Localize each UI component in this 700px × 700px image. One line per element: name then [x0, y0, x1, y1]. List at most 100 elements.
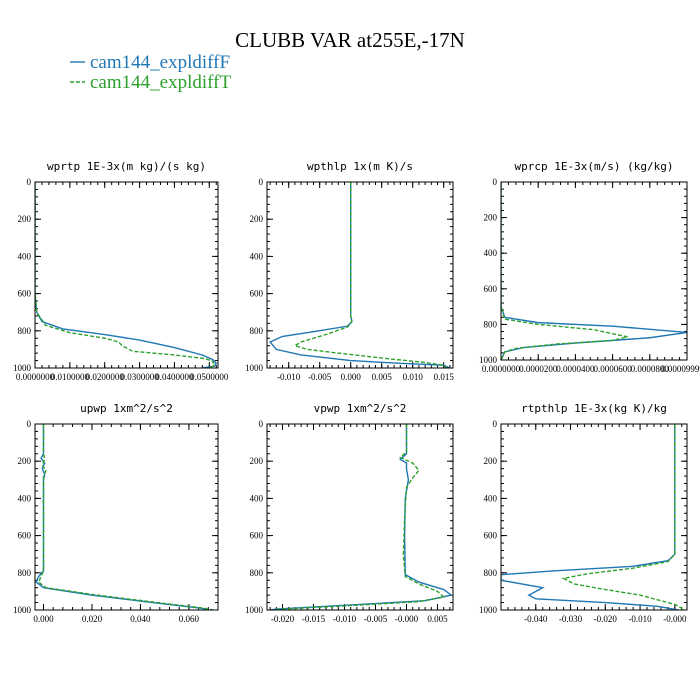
- x-tick-label: -0.010: [628, 614, 652, 624]
- y-tick-label: 200: [484, 456, 498, 466]
- series-line-cam144-expldifft: [501, 182, 628, 360]
- y-tick-label: 400: [484, 248, 498, 258]
- plot-frame: [266, 423, 454, 611]
- plot-frame: [500, 181, 688, 361]
- x-tick-label: -0.005: [364, 614, 388, 624]
- series-line-cam144-expldifft: [37, 424, 214, 610]
- x-tick-label: -0.020: [594, 614, 618, 624]
- series-line-cam144-expldifff: [501, 424, 679, 610]
- y-tick-label: 600: [250, 289, 264, 299]
- panel-title: rtpthlp 1E-3x(kg K)/kg: [521, 402, 667, 415]
- y-tick-label: 400: [250, 251, 264, 261]
- x-tick-label: 0.0400000: [155, 372, 194, 382]
- y-tick-label: 600: [484, 531, 498, 541]
- y-tick-label: 200: [18, 214, 32, 224]
- legend-label-cam144-expldiffF: cam144_expldiffF: [90, 52, 230, 73]
- series-line-cam144-expldifft: [273, 424, 446, 610]
- y-tick-label: 0: [259, 177, 264, 187]
- y-tick-label: 800: [250, 568, 264, 578]
- x-tick-label: 0.060: [179, 614, 200, 624]
- legend-label-cam144-expldiffT: cam144_expldiffT: [90, 72, 231, 93]
- x-tick-label: 0.040: [130, 614, 151, 624]
- x-tick-label: 0.0000200: [519, 364, 558, 374]
- x-tick-label: -0.005: [308, 372, 332, 382]
- x-tick-label: -0.010: [333, 614, 357, 624]
- x-tick-label: -0.000: [395, 614, 419, 624]
- y-tick-label: 600: [18, 289, 32, 299]
- y-tick-label: 0: [27, 419, 32, 429]
- x-tick-label: 0.0500000: [190, 372, 229, 382]
- x-tick-label: 0.0000000: [482, 364, 521, 374]
- plot-frame: [34, 423, 219, 611]
- y-tick-label: 400: [484, 493, 498, 503]
- y-tick-label: 200: [250, 456, 264, 466]
- y-tick-label: 600: [484, 284, 498, 294]
- y-tick-label: 400: [18, 251, 32, 261]
- panel-title: wpthlp 1x(m K)/s: [307, 160, 413, 173]
- x-tick-label: 0.0000000: [16, 372, 55, 382]
- y-tick-label: 0: [493, 177, 498, 187]
- y-tick-label: 1000: [479, 605, 498, 615]
- panel-vpwp: vpwp 1xm^2/s^2 -0.020 -0.015 -0.010 -0.005 -0…: [245, 402, 454, 624]
- y-tick-label: 0: [259, 419, 264, 429]
- plot-frame: [266, 181, 454, 369]
- series-line-cam144-expldifff: [501, 182, 687, 360]
- x-tick-label: -0.040: [524, 614, 548, 624]
- x-tick-label: 0.000: [341, 372, 362, 382]
- panel-title: upwp 1xm^2/s^2: [80, 402, 173, 415]
- y-tick-label: 800: [484, 568, 498, 578]
- y-tick-label: 400: [250, 493, 264, 503]
- x-tick-label: 0.0300000: [120, 372, 159, 382]
- x-tick-label: -0.020: [271, 614, 295, 624]
- series-line-cam144-expldifft: [293, 182, 448, 368]
- x-tick-label: 0.005: [372, 372, 393, 382]
- panel-wpthlp: wpthlp 1x(m K)/s -0.010 -0.005 0.000 0.005 0.…: [245, 160, 454, 382]
- y-tick-label: 1000: [13, 363, 32, 373]
- x-tick-label: 0.0100000: [51, 372, 90, 382]
- panel-wprcp: wprcp 1E-3x(m/s) (kg/kg) 0.00000000.00002…: [479, 160, 700, 374]
- panel-title: wprcp 1E-3x(m/s) (kg/kg): [515, 160, 674, 173]
- x-tick-label: -0.010: [277, 372, 301, 382]
- panel-title: wprtp 1E-3x(m kg)/(s kg): [47, 160, 206, 173]
- x-tick-label: -0.000: [663, 614, 687, 624]
- x-tick-label: 0.0000400: [556, 364, 595, 374]
- x-tick-label: 0.010: [403, 372, 424, 382]
- plot-frame: [500, 423, 688, 611]
- y-tick-label: 800: [484, 319, 498, 329]
- y-tick-label: 600: [250, 531, 264, 541]
- x-tick-label: -0.015: [302, 614, 326, 624]
- panel-upwp: upwp 1xm^2/s^2 0.000 0.020 0.040 0.060 0 200 40…: [13, 402, 219, 624]
- series-line-cam144-expldifff: [269, 424, 453, 610]
- y-tick-label: 600: [18, 531, 32, 541]
- x-tick-label: 0.0200000: [86, 372, 125, 382]
- series-line-cam144-expldifff: [268, 182, 451, 368]
- x-tick-label: 0.005: [427, 614, 448, 624]
- x-tick-label: 0.000: [33, 614, 54, 624]
- series-line-cam144-expldifff: [35, 182, 218, 368]
- y-tick-label: 800: [18, 326, 32, 336]
- y-tick-label: 1000: [13, 605, 32, 615]
- series-line-cam144-expldifft: [561, 424, 683, 610]
- legend: cam144_expldiffF cam144_expldiffT: [70, 52, 231, 93]
- y-tick-label: 1000: [245, 605, 264, 615]
- x-tick-label: -0.030: [559, 614, 583, 624]
- y-tick-label: 800: [18, 568, 32, 578]
- panel-title: vpwp 1xm^2/s^2: [314, 402, 407, 415]
- y-tick-label: 200: [250, 214, 264, 224]
- series-line-cam144-expldifft: [35, 182, 216, 368]
- y-tick-label: 1000: [245, 363, 264, 373]
- y-tick-label: 800: [250, 326, 264, 336]
- y-tick-label: 200: [484, 213, 498, 223]
- panel-rtpthlp: rtpthlp 1E-3x(kg K)/kg -0.040 -0.030 -0.020…: [479, 402, 688, 624]
- x-tick-label: 0.0000800: [631, 364, 670, 374]
- y-tick-label: 0: [27, 177, 32, 187]
- x-tick-label: 0.0000999999: [661, 364, 700, 374]
- series-line-cam144-expldifff: [35, 424, 209, 610]
- x-tick-label: 0.0000600: [593, 364, 632, 374]
- y-tick-label: 400: [18, 493, 32, 503]
- panel-wprtp: wprtp 1E-3x(m kg)/(s kg) 0.00000000.01000…: [13, 160, 229, 382]
- y-tick-label: 1000: [479, 355, 498, 365]
- x-tick-label: 0.015: [434, 372, 455, 382]
- x-tick-label: 0.020: [82, 614, 103, 624]
